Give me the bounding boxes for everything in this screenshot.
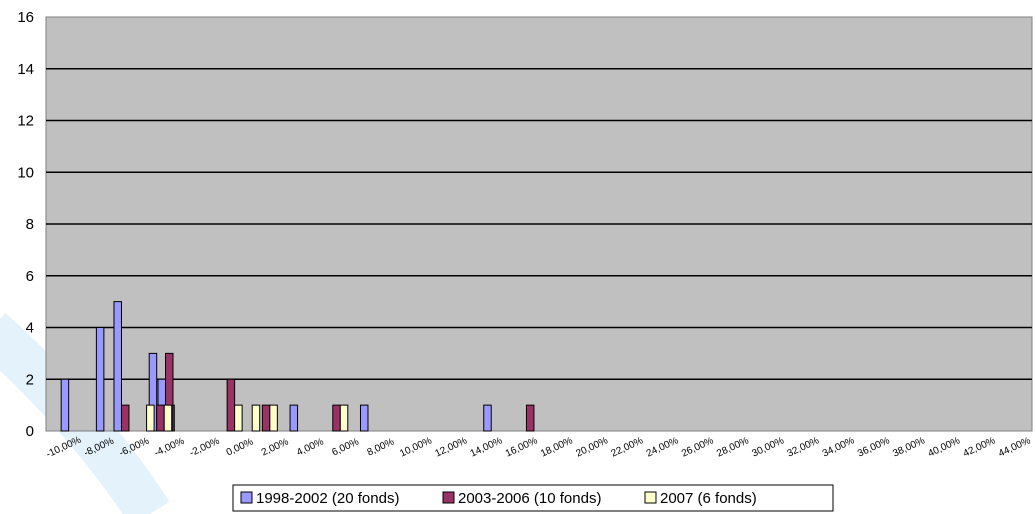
x-tick-label: -4,00% xyxy=(153,436,186,459)
legend: 1998-2002 (20 fonds) 2003-2006 (10 fonds)… xyxy=(232,484,834,512)
grid xyxy=(46,68,1032,380)
x-tick-label: 18,00% xyxy=(539,435,574,459)
y-tick-label: 16 xyxy=(17,9,34,26)
y-axis: 0 2 4 6 8 10 12 14 16 xyxy=(17,9,34,440)
x-tick-label: 42,00% xyxy=(962,435,997,459)
x-tick-label: 8,00% xyxy=(366,436,396,458)
bar xyxy=(332,404,341,432)
bar xyxy=(113,301,122,432)
bar xyxy=(234,404,243,432)
bar xyxy=(339,404,349,432)
bar xyxy=(95,327,105,432)
legend-label: 1998-2002 (20 fonds) xyxy=(256,490,399,507)
bar xyxy=(525,404,535,432)
legend-label: 2007 (6 fonds) xyxy=(660,490,757,507)
y-tick-label: 14 xyxy=(17,61,34,78)
y-tick-label: 12 xyxy=(17,113,34,130)
x-tick-label: 36,00% xyxy=(856,435,891,459)
y-tick-label: 10 xyxy=(17,164,34,181)
x-tick-label: 34,00% xyxy=(821,435,856,459)
x-tick-label: 32,00% xyxy=(786,435,821,459)
bar xyxy=(289,404,299,432)
bar xyxy=(359,404,369,432)
bar xyxy=(483,404,492,432)
legend-box xyxy=(232,484,834,512)
x-tick-label: 10,00% xyxy=(398,435,433,459)
x-tick-label: 44,00% xyxy=(997,435,1032,459)
x-tick-label: 28,00% xyxy=(715,435,750,459)
bar xyxy=(163,404,173,432)
y-tick-label: 2 xyxy=(26,371,34,388)
x-tick-label: 16,00% xyxy=(504,435,539,459)
x-tick-label: 0,00% xyxy=(225,436,255,458)
legend-label: 2003-2006 (10 fonds) xyxy=(458,490,601,507)
x-tick-label: 14,00% xyxy=(469,435,504,459)
bar xyxy=(156,404,165,432)
x-tick-label: 26,00% xyxy=(680,435,715,459)
x-tick-label: 6,00% xyxy=(330,436,360,458)
y-tick-label: 0 xyxy=(26,423,34,440)
x-tick-label: 30,00% xyxy=(750,435,785,459)
x-tick-label: 38,00% xyxy=(891,435,926,459)
x-tick-label: 12,00% xyxy=(433,435,468,459)
x-tick-label: 24,00% xyxy=(645,435,680,459)
x-tick-label: 4,00% xyxy=(295,436,325,458)
x-tick-label: 40,00% xyxy=(926,435,961,459)
bars xyxy=(60,301,535,432)
bar xyxy=(261,404,271,432)
legend-swatch xyxy=(644,491,657,504)
bar xyxy=(146,404,155,432)
legend-swatch xyxy=(442,491,455,504)
x-tick-label: -2,00% xyxy=(188,436,221,459)
y-tick-label: 4 xyxy=(26,320,34,337)
y-tick-label: 8 xyxy=(26,216,34,233)
bar xyxy=(251,404,261,432)
y-tick-label: 6 xyxy=(26,268,34,285)
x-axis: -10,00% -8,00% -6,00% -4,00% -2,00% 0,00% 2,00… xyxy=(45,435,1033,461)
x-tick-label: 20,00% xyxy=(574,435,609,459)
x-tick-label: 22,00% xyxy=(610,435,645,459)
x-tick-label: 2,00% xyxy=(260,436,290,458)
legend-swatch xyxy=(240,491,253,504)
bar xyxy=(226,378,236,432)
bar xyxy=(269,404,278,432)
bar xyxy=(60,378,70,432)
bar xyxy=(120,404,130,432)
